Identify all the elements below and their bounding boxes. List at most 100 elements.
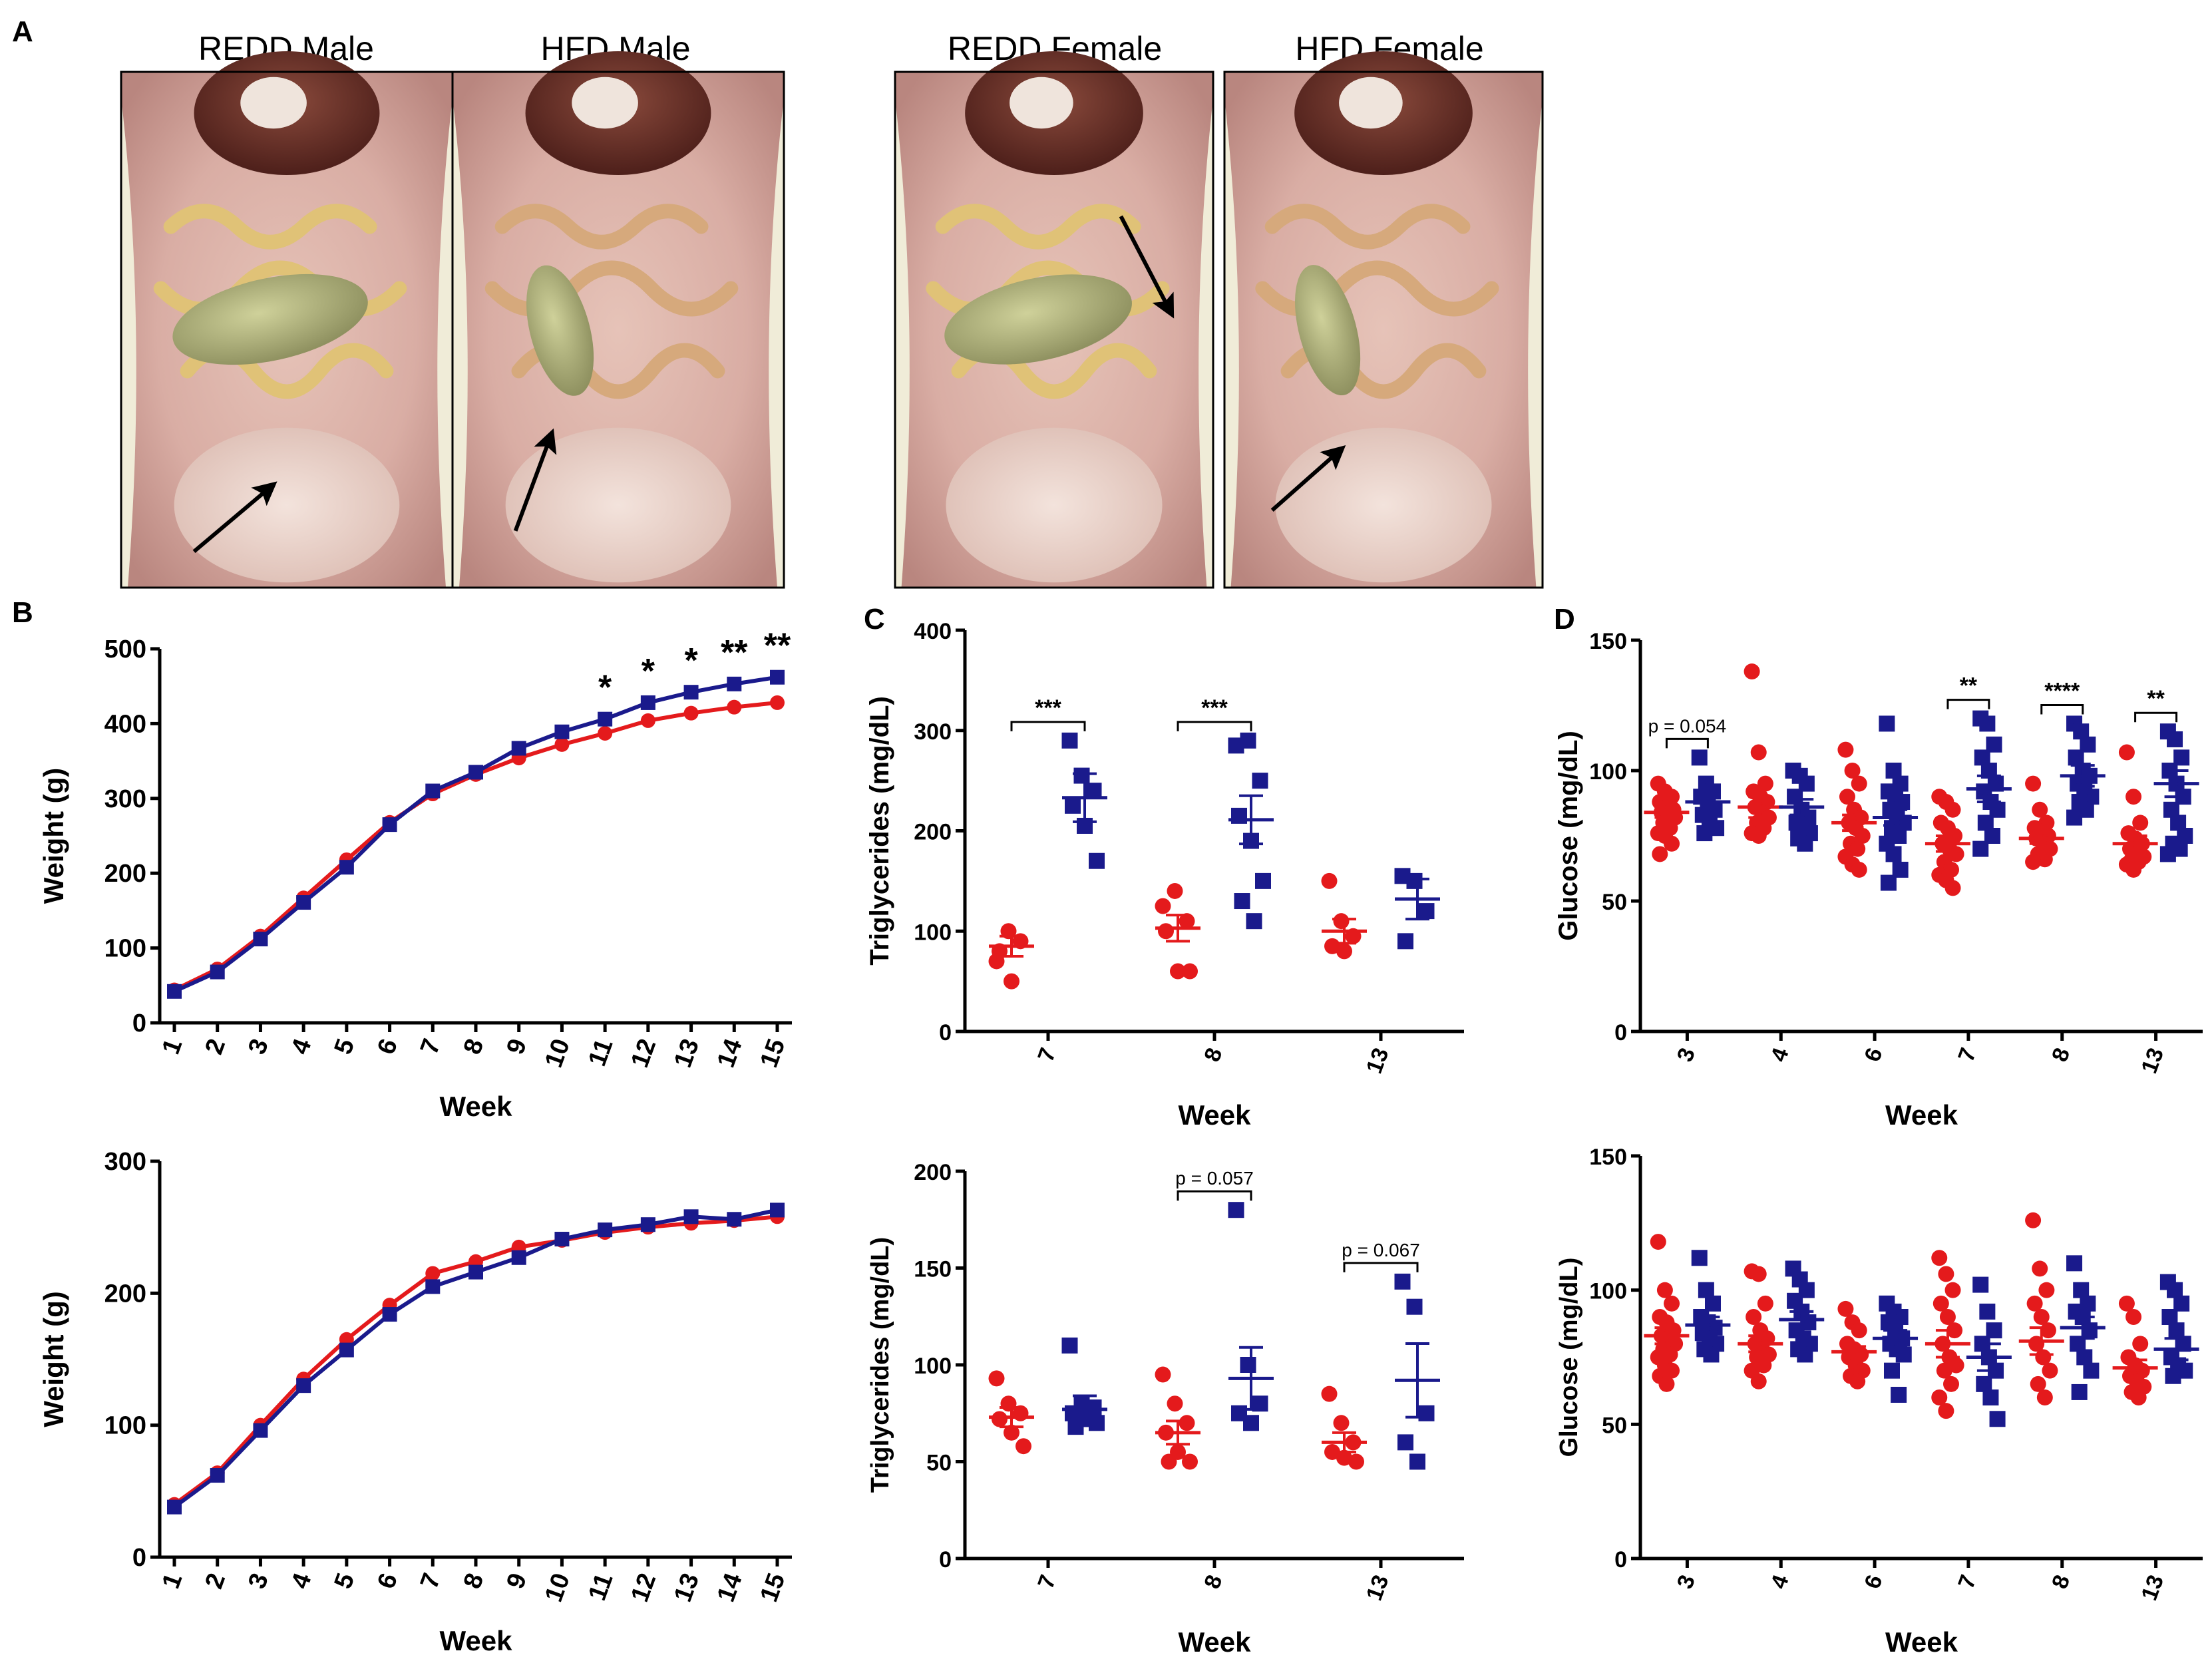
x-axis-title: Week [440,1091,513,1122]
data-point-hfd [1705,1295,1722,1312]
x-tick-label: 14 [712,1035,748,1071]
stomach-fat [1339,77,1403,129]
y-tick-label: 0 [132,1010,146,1037]
x-tick-label: 15 [755,1570,791,1606]
data-point-hfd [1691,749,1708,766]
data-point-hfd [1234,893,1250,910]
data-point-redd [2125,1309,2142,1325]
data-point-hfd [1885,846,1902,862]
data-point-redd [2025,775,2042,792]
data-point-redd [1333,1415,1350,1431]
data-point-redd [1333,913,1350,930]
fat-pad [946,427,1163,583]
significance-bracket [2040,703,2084,715]
data-point-redd [1015,1438,1031,1455]
significance-label: **** [2044,678,2080,703]
data-point-redd [1161,1453,1177,1470]
panel-letter-b: B [12,596,33,629]
y-tick-label: 0 [1614,1547,1627,1572]
data-point-redd [1948,846,1964,862]
data-point-redd [2032,1260,2048,1277]
photo-redd-female: REDD Female [894,30,1214,589]
cecum [526,265,594,396]
data-point-hfd [598,1222,613,1238]
data-point-redd [1348,1453,1364,1470]
significance-label: * [598,669,612,707]
chart-glucose-male: 0 50 100 150 3 4 6 7 8 13 Week Glucose (mg/dL) p = 0… [1554,629,2203,1131]
cecum [944,274,1132,365]
data-point-hfd [770,1202,785,1218]
significance-label: *** [1201,695,1228,721]
y-tick-label: 100 [104,1412,146,1440]
data-point-hfd [167,984,182,999]
x-tick-label: 3 [1672,1045,1700,1065]
data-point-hfd [1703,1346,1720,1363]
fur-edge-left [121,97,136,588]
data-point-hfd [425,1279,441,1294]
data-point-redd [2032,801,2048,818]
significance-bracket [1665,737,1709,749]
data-point-redd [1750,1266,1767,1282]
y-tick-label: 200 [104,1280,146,1308]
chart-triglycerides-female: 0 50 100 150 200 7 8 13 Week Triglycerides (mg/dL… [866,1160,1464,1657]
data-point-redd [640,713,655,728]
fat-arrow [513,428,557,532]
y-tick-label: 50 [1602,890,1627,915]
data-point-redd [1750,828,1767,844]
x-axis-title: Week [1179,1099,1252,1131]
x-tick-label: 4 [286,1570,317,1592]
x-tick-label: 7 [415,1570,447,1592]
photo-frame [894,71,1214,589]
significance-label: p = 0.057 [1175,1168,1254,1189]
data-point-redd [1652,846,1668,862]
y-tick-label: 150 [914,1257,952,1282]
data-point-hfd [683,685,699,700]
y-tick-label: 150 [1589,1145,1627,1170]
data-point-hfd [468,1264,483,1280]
data-point-hfd [1979,715,1996,732]
data-point-hfd [2159,846,2176,862]
x-tick-label: 9 [501,1570,532,1592]
data-point-hfd [598,711,613,727]
data-point-hfd [1246,913,1262,930]
x-tick-label: 7 [1953,1045,1981,1065]
x-tick-label: 10 [540,1570,576,1606]
x-tick-label: 2 [200,1570,231,1592]
data-point-hfd [1696,825,1713,842]
data-point-redd [1944,880,1961,896]
x-tick-label: 2 [200,1035,231,1058]
data-point-hfd [1067,1419,1084,1435]
significance-bracket [1177,1190,1252,1201]
chart-triglycerides-male: 0 100 200 300 400 7 8 13 Week Triglycerides (mg/d… [865,619,1464,1131]
data-point-hfd [1061,732,1078,749]
y-tick-label: 400 [104,710,146,738]
data-point-hfd [2168,1322,2185,1339]
x-tick-label: 8 [2047,1045,2075,1065]
x-tick-label: 4 [1766,1572,1794,1592]
significance-label: p = 0.054 [1648,715,1727,736]
x-tick-label: 13 [2136,1045,2169,1077]
y-tick-label: 500 [104,636,146,663]
x-tick-label: 1 [157,1035,188,1058]
significance-label: ** [1960,673,1978,699]
data-point-hfd [1418,1405,1435,1421]
photo-redd-male: REDD Male [120,30,454,589]
data-point-hfd [1880,874,1897,891]
data-point-hfd [382,1307,397,1322]
data-point-redd [1658,1376,1675,1392]
x-tick-label: 13 [1362,1045,1394,1077]
cecum [1295,265,1361,396]
data-point-redd [1944,801,1961,818]
data-point-redd [1849,840,1866,857]
y-tick-label: 100 [914,920,952,945]
x-tick-label: 6 [1859,1572,1887,1592]
fur-edge-right [1198,97,1213,588]
data-point-redd [1650,1234,1666,1250]
data-point-hfd [1073,767,1090,784]
x-tick-label: 13 [669,1570,705,1606]
panel-letter-c: C [864,603,885,636]
data-point-hfd [1691,1250,1708,1266]
x-tick-label: 8 [1199,1572,1227,1592]
